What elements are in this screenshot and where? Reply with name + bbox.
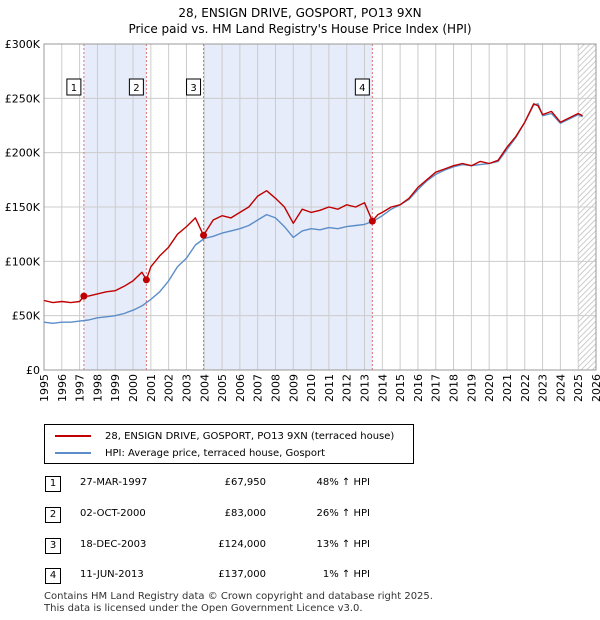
sale-badge: 3 bbox=[45, 538, 61, 554]
x-tick-label: 2013 bbox=[359, 374, 372, 402]
sale-hpi-diff: 1% ↑ HPI bbox=[322, 569, 370, 580]
marker-box-4 bbox=[354, 78, 370, 96]
sale-row-2: 2 02-OCT-2000 £83,000 26% ↑ HPI bbox=[0, 507, 600, 523]
x-tick-label: 2026 bbox=[590, 374, 600, 402]
x-tick-label: 2020 bbox=[483, 374, 496, 402]
x-tick-label: 2006 bbox=[234, 374, 247, 402]
x-tick-label: 2018 bbox=[448, 374, 461, 402]
sale-point-3 bbox=[200, 231, 208, 239]
x-tick-label: 2000 bbox=[127, 374, 140, 402]
sale-hpi-diff: 13% ↑ HPI bbox=[316, 539, 370, 550]
x-tick-label: 2022 bbox=[519, 374, 532, 402]
marker-box-2 bbox=[128, 78, 144, 96]
chart-title: 28, ENSIGN DRIVE, GOSPORT, PO13 9XN bbox=[178, 6, 422, 20]
sale-price: £67,950 bbox=[224, 477, 266, 488]
footer-licence: This data is licensed under the Open Gov… bbox=[44, 603, 363, 614]
price-chart: 1 2 3 4 £0 £50K £100K £150K £200K £250K £300K 1995 1… bbox=[5, 38, 600, 402]
x-tick-label: 2003 bbox=[180, 374, 193, 402]
sale-date: 02-OCT-2000 bbox=[80, 508, 146, 519]
legend-item-price: 28, ENSIGN DRIVE, GOSPORT, PO13 9XN (ter… bbox=[45, 428, 394, 444]
x-tick-label: 2011 bbox=[323, 374, 336, 402]
sale-price: £137,000 bbox=[218, 569, 266, 580]
x-tick-label: 2021 bbox=[501, 374, 514, 402]
x-tick-label: 2023 bbox=[537, 374, 550, 402]
sale-row-4: 4 11-JUN-2013 £137,000 1% ↑ HPI bbox=[0, 568, 600, 584]
marker-label-3: 3 bbox=[190, 83, 196, 94]
x-tick-label: 1999 bbox=[109, 374, 122, 402]
sale-badge: 2 bbox=[45, 507, 61, 523]
y-tick-label: £0 bbox=[26, 364, 40, 377]
x-tick-label: 2019 bbox=[465, 374, 478, 402]
series-line-price bbox=[43, 103, 583, 304]
sale-hpi-diff: 26% ↑ HPI bbox=[316, 508, 370, 519]
y-tick-label: £250K bbox=[5, 92, 41, 105]
sale-point-4 bbox=[368, 217, 376, 225]
legend-label-hpi: HPI: Average price, terraced house, Gosp… bbox=[105, 447, 326, 459]
x-tick-label: 2015 bbox=[394, 374, 407, 402]
x-tick-label: 2024 bbox=[554, 374, 567, 402]
x-tick-label: 2005 bbox=[216, 374, 229, 402]
legend-swatch-hpi bbox=[55, 452, 91, 454]
y-tick-label: £300K bbox=[5, 38, 41, 51]
x-tick-label: 2016 bbox=[412, 374, 425, 402]
footer-copyright: Contains HM Land Registry data © Crown c… bbox=[44, 591, 433, 602]
x-tick-label: 2009 bbox=[287, 374, 300, 402]
x-tick-label: 1997 bbox=[74, 374, 87, 402]
sale-date: 11-JUN-2013 bbox=[80, 569, 144, 580]
y-tick-label: £50K bbox=[12, 310, 41, 323]
x-tick-label: 2010 bbox=[305, 374, 318, 402]
legend-swatch-price bbox=[55, 435, 91, 437]
x-tick-label: 2014 bbox=[376, 374, 389, 402]
x-tick-label: 2012 bbox=[341, 374, 354, 402]
sale-badge: 1 bbox=[45, 476, 61, 492]
chart-subtitle: Price paid vs. HM Land Registry's House … bbox=[128, 22, 472, 36]
marker-label-1: 1 bbox=[71, 83, 77, 94]
sale-hpi-diff: 48% ↑ HPI bbox=[316, 477, 370, 488]
x-tick-label: 2025 bbox=[572, 374, 585, 402]
sale-date: 18-DEC-2003 bbox=[80, 539, 147, 550]
x-tick-label: 1998 bbox=[91, 374, 104, 402]
marker-box-3 bbox=[186, 78, 202, 96]
marker-label-4: 4 bbox=[359, 83, 365, 94]
sale-badge: 4 bbox=[45, 568, 61, 584]
legend-label-price: 28, ENSIGN DRIVE, GOSPORT, PO13 9XN (ter… bbox=[105, 430, 395, 442]
sale-row-1: 1 27-MAR-1997 £67,950 48% ↑ HPI bbox=[0, 476, 600, 492]
x-tick-label: 2017 bbox=[430, 374, 443, 402]
sale-price: £124,000 bbox=[218, 539, 266, 550]
x-tick-label: 2001 bbox=[145, 374, 158, 402]
x-tick-label: 1996 bbox=[56, 374, 69, 402]
plot-frame bbox=[43, 43, 597, 371]
y-tick-label: £200K bbox=[5, 147, 41, 160]
y-tick-label: £150K bbox=[5, 201, 41, 214]
sale-date: 27-MAR-1997 bbox=[80, 477, 148, 488]
x-tick-label: 2002 bbox=[163, 374, 176, 402]
sale-price: £83,000 bbox=[224, 508, 266, 519]
y-tick-label: £100K bbox=[5, 255, 41, 268]
sale-row-3: 3 18-DEC-2003 £124,000 13% ↑ HPI bbox=[0, 538, 600, 554]
marker-label-2: 2 bbox=[133, 83, 139, 94]
sale-point-2 bbox=[142, 276, 150, 284]
legend-item-hpi: HPI: Average price, terraced house, Gosp… bbox=[45, 445, 325, 461]
x-tick-label: 2004 bbox=[198, 374, 211, 402]
sale-point-1 bbox=[80, 292, 88, 300]
series-line-hpi bbox=[43, 103, 583, 324]
x-tick-label: 2008 bbox=[269, 374, 282, 402]
x-tick-label: 2007 bbox=[252, 374, 265, 402]
x-tick-label: 1995 bbox=[38, 374, 51, 402]
legend: 28, ENSIGN DRIVE, GOSPORT, PO13 9XN (ter… bbox=[44, 424, 414, 464]
marker-box-1 bbox=[66, 78, 82, 96]
